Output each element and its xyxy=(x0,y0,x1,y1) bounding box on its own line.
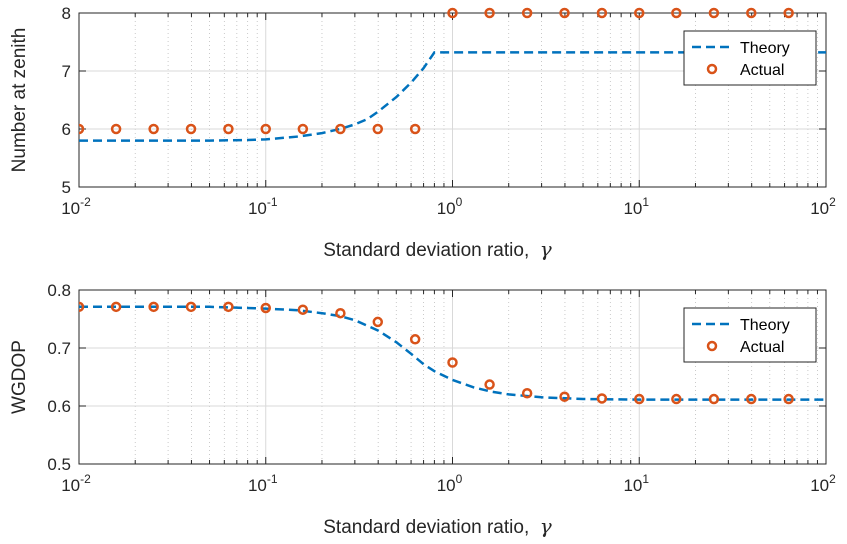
actual-point xyxy=(335,123,346,135)
y-tick-label: 0.7 xyxy=(47,339,71,358)
actual-point xyxy=(708,7,720,19)
actual-point xyxy=(559,391,570,402)
actual-point xyxy=(185,301,197,313)
x-tick-label: 10-1 xyxy=(248,472,278,495)
y-axis-label: WGDOP xyxy=(9,340,30,414)
y-tick-label: 0.5 xyxy=(47,455,71,474)
x-tick-label: 10-2 xyxy=(61,472,91,495)
x-tick-label: 101 xyxy=(623,472,649,495)
y-axis-label: Number at zenith xyxy=(9,28,30,173)
bottom-panel-wgdop: 10-2 10-1 100 101 102 0.5 0.6 0.7 0.8 Standard de… xyxy=(9,281,836,538)
gamma-symbol: γ xyxy=(540,237,552,261)
actual-point xyxy=(110,301,122,313)
x-tick-label: 10-2 xyxy=(61,195,91,218)
legend-actual-label: Actual xyxy=(740,339,784,356)
actual-point xyxy=(223,301,234,313)
legend-box xyxy=(683,30,817,86)
x-tick-label: 10-1 xyxy=(248,195,278,218)
x-tick-label: 102 xyxy=(810,195,836,218)
legend: Theory Actual xyxy=(683,30,817,86)
y-tick-label: 7 xyxy=(62,62,71,81)
legend-theory-label: Theory xyxy=(740,317,790,334)
actual-point xyxy=(297,123,309,135)
x-tick-label: 102 xyxy=(810,472,836,495)
legend-actual-swatch xyxy=(706,340,718,352)
legend-box xyxy=(683,307,817,363)
actual-point xyxy=(447,7,458,19)
actual-point xyxy=(447,357,458,368)
actual-point xyxy=(79,301,85,313)
x-tick-label: 100 xyxy=(437,472,463,495)
x-axis-label: Standard deviation ratio, γ xyxy=(323,514,552,538)
actual-point xyxy=(335,307,346,319)
actual-point xyxy=(484,379,495,390)
actual-point xyxy=(484,7,495,19)
actual-point xyxy=(521,7,533,19)
series-layer xyxy=(79,7,826,142)
actual-point xyxy=(671,393,682,405)
actual-point xyxy=(110,123,122,135)
y-tick-label: 5 xyxy=(62,178,71,197)
actual-point xyxy=(260,123,271,135)
actual-point xyxy=(783,7,794,19)
gamma-symbol: γ xyxy=(540,514,552,538)
theory-line xyxy=(79,51,826,142)
actual-point xyxy=(409,123,421,135)
actual-point xyxy=(746,393,757,405)
y-tick-label: 8 xyxy=(62,4,71,23)
actual-point xyxy=(185,123,197,135)
actual-point xyxy=(634,393,645,405)
actual-point xyxy=(634,7,645,19)
actual-point xyxy=(671,7,682,19)
y-tick-label: 6 xyxy=(62,120,71,139)
x-tick-label: 100 xyxy=(437,195,463,218)
actual-point xyxy=(372,316,384,328)
actual-point xyxy=(148,123,159,135)
x-tick-label: 101 xyxy=(623,195,649,218)
x-axis-label: Standard deviation ratio, γ xyxy=(323,237,552,261)
actual-point xyxy=(559,7,570,19)
series-layer xyxy=(79,301,826,405)
legend: Theory Actual xyxy=(683,307,817,363)
actual-point xyxy=(372,123,384,135)
top-panel-number-at-zenith: 10-2 10-1 100 101 102 5 6 7 8 Standard deviation … xyxy=(9,4,836,261)
actual-point xyxy=(596,393,608,404)
actual-point xyxy=(521,387,533,399)
actual-point xyxy=(260,302,271,314)
actual-point xyxy=(783,393,794,405)
legend-actual-label: Actual xyxy=(740,62,784,79)
actual-point xyxy=(297,304,309,315)
y-tick-label: 0.8 xyxy=(47,281,71,300)
actual-point xyxy=(596,7,608,19)
y-tick-label: 0.6 xyxy=(47,397,71,416)
actual-point xyxy=(708,393,720,405)
legend-actual-swatch xyxy=(706,63,718,75)
actual-point xyxy=(746,7,757,19)
actual-point xyxy=(223,123,234,135)
actual-point xyxy=(148,301,159,313)
actual-point xyxy=(409,334,421,345)
actual-point xyxy=(79,123,85,135)
legend-theory-label: Theory xyxy=(740,40,790,57)
